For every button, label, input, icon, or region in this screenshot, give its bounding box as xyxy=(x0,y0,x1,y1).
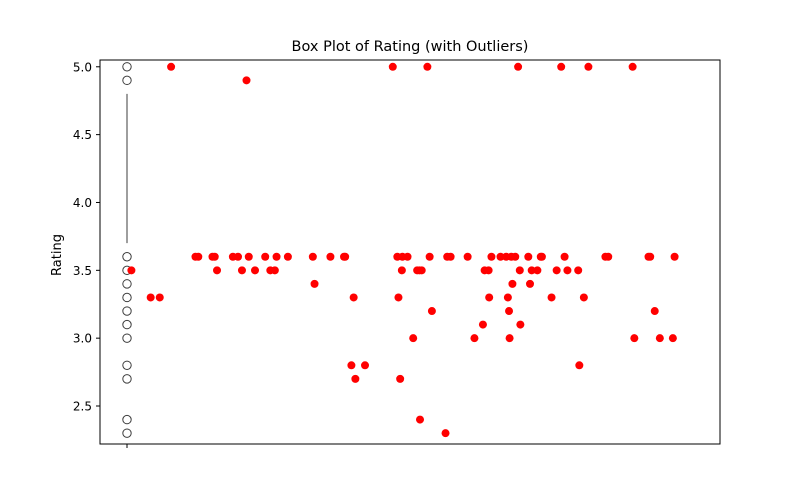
outlier-point xyxy=(213,266,222,275)
outlier-point xyxy=(604,252,613,261)
outlier-point xyxy=(210,252,219,261)
outlier-point xyxy=(496,252,505,261)
outlier-point xyxy=(537,252,546,261)
plot-area: 2.5 3.0 3.5 4.0 4.5 5.0 xyxy=(73,59,721,448)
outlier-point xyxy=(552,266,561,275)
flier-point xyxy=(122,374,132,384)
outlier-point xyxy=(628,62,637,71)
outlier-point xyxy=(308,252,317,261)
flier-point xyxy=(122,306,132,316)
outlier-point xyxy=(237,266,246,275)
outlier-point xyxy=(446,252,455,261)
outlier-point xyxy=(533,266,542,275)
outlier-point xyxy=(563,266,572,275)
outlier-point xyxy=(127,266,136,275)
outlier-point xyxy=(194,252,203,261)
outlier-point xyxy=(505,334,514,343)
outlier-point xyxy=(579,293,588,302)
y-tick-label: 3.5 xyxy=(73,264,92,278)
outlier-point xyxy=(650,307,659,316)
outlier-point xyxy=(341,252,350,261)
outlier-point xyxy=(524,252,533,261)
outlier-point xyxy=(505,307,514,316)
y-axis-label: Rating xyxy=(50,234,65,276)
flier-point xyxy=(122,75,132,86)
outlier-point xyxy=(351,374,360,383)
outlier-point xyxy=(485,293,494,302)
flier-point xyxy=(122,279,132,289)
flier-point xyxy=(122,319,132,330)
outlier-point xyxy=(155,293,164,302)
outlier-point xyxy=(326,252,335,261)
outlier-point xyxy=(503,293,512,302)
outlier-point xyxy=(417,266,426,275)
outlier-point xyxy=(514,62,523,71)
outlier-point xyxy=(668,334,677,343)
outlier-point xyxy=(233,252,242,261)
outlier-point xyxy=(403,252,412,261)
flier-point xyxy=(122,428,132,438)
outlier-point xyxy=(508,279,517,288)
outlier-point xyxy=(574,266,583,275)
outlier-point xyxy=(425,252,434,261)
outlier-point xyxy=(487,252,496,261)
outlier-point xyxy=(557,62,566,71)
outlier-point xyxy=(516,320,525,329)
flier-point xyxy=(122,360,132,371)
outlier-point xyxy=(515,266,524,275)
outlier-point xyxy=(527,266,536,275)
flier-point xyxy=(122,292,132,303)
outlier-point xyxy=(526,279,535,288)
flier-point xyxy=(122,414,132,425)
outlier-point xyxy=(655,334,664,343)
outlier-point xyxy=(427,307,436,316)
outlier-point xyxy=(470,334,479,343)
outlier-point xyxy=(646,252,655,261)
y-tick-label: 4.0 xyxy=(73,196,92,210)
outlier-point xyxy=(347,361,356,370)
outlier-point xyxy=(167,62,176,71)
y-tick-label: 3.0 xyxy=(73,332,92,346)
outlier-point xyxy=(463,252,472,261)
flier-point xyxy=(122,62,132,72)
outlier-point xyxy=(270,266,279,275)
outlier-point xyxy=(560,252,569,261)
outlier-point xyxy=(396,374,405,383)
outlier-point xyxy=(478,320,487,329)
outlier-point xyxy=(272,252,281,261)
outlier-point xyxy=(547,293,556,302)
outlier-point xyxy=(397,266,406,275)
outlier-point xyxy=(388,62,397,71)
outlier-point xyxy=(416,415,425,424)
outlier-point xyxy=(361,361,370,370)
chart-title: Box Plot of Rating (with Outliers) xyxy=(292,39,529,55)
outlier-point xyxy=(283,252,292,261)
outlier-point xyxy=(394,293,403,302)
outlier-point xyxy=(146,293,155,302)
outlier-point xyxy=(349,293,358,302)
y-tick-label: 5.0 xyxy=(73,60,92,74)
y-tick-label: 4.5 xyxy=(73,128,92,142)
outlier-point xyxy=(484,266,493,275)
outlier-point xyxy=(423,62,432,71)
flier-point xyxy=(122,252,132,262)
outlier-point xyxy=(441,429,450,438)
outlier-point xyxy=(584,62,593,71)
outlier-point xyxy=(630,334,639,343)
outlier-point xyxy=(575,361,584,370)
outlier-point xyxy=(242,76,251,85)
outlier-point xyxy=(409,334,418,343)
outlier-point xyxy=(310,279,319,288)
outlier-point xyxy=(511,252,520,261)
outlier-point xyxy=(670,252,679,261)
flier-point xyxy=(122,333,132,343)
outlier-point xyxy=(251,266,260,275)
outlier-point xyxy=(244,252,253,261)
axes-frame xyxy=(99,59,721,445)
y-tick-label: 2.5 xyxy=(73,400,92,414)
outlier-point xyxy=(261,252,270,261)
